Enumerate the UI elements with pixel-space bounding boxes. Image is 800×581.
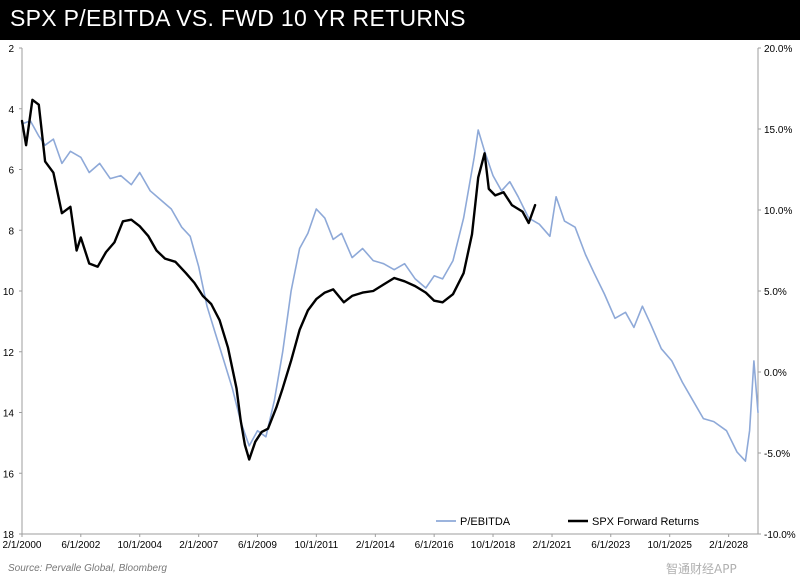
chart-title: SPX P/EBITDA VS. FWD 10 YR RETURNS <box>10 5 466 31</box>
spx-forward-returns-line <box>20 98 537 461</box>
x-axis-tick-label: 6/1/2009 <box>238 540 277 551</box>
left-axis-tick-label: 18 <box>3 530 15 541</box>
left-axis-tick-label: 16 <box>3 469 15 480</box>
legend: P/EBITDA SPX Forward Returns <box>436 516 699 528</box>
x-axis-tick-label: 6/1/2002 <box>61 540 100 551</box>
x-axis-tick-label: 10/1/2018 <box>471 540 516 551</box>
left-axis-tick-label: 14 <box>3 409 15 420</box>
right-axis-tick-label: -5.0% <box>764 449 790 460</box>
left-axis-tick-label: 2 <box>8 44 14 55</box>
source-note: Source: Pervalle Global, Bloomberg <box>8 563 167 574</box>
x-axis-tick-label: 6/1/2016 <box>415 540 454 551</box>
left-axis-tick-label: 10 <box>3 287 15 298</box>
legend-label-pebitda: P/EBITDA <box>460 516 511 528</box>
x-axis-tick-label: 2/1/2000 <box>3 540 42 551</box>
x-axis-tick-label: 2/1/2014 <box>356 540 395 551</box>
title-bar: SPX P/EBITDA VS. FWD 10 YR RETURNS <box>0 0 800 40</box>
x-axis-tick-label: 6/1/2023 <box>591 540 630 551</box>
x-axis-tick-label: 10/1/2025 <box>647 540 692 551</box>
left-axis-tick-label: 8 <box>8 226 14 237</box>
watermark: 智通财经APP <box>666 562 737 576</box>
left-axis-tick-label: 4 <box>8 105 14 116</box>
right-axis-tick-label: -10.0% <box>764 530 796 541</box>
x-axis-tick-label: 2/1/2007 <box>179 540 218 551</box>
pebitda-line <box>21 120 759 462</box>
right-axis-tick-label: 5.0% <box>764 287 787 298</box>
left-axis-tick-label: 6 <box>8 166 14 177</box>
left-axis-tick-label: 12 <box>3 348 15 359</box>
right-axis-tick-label: 0.0% <box>764 368 787 379</box>
series-layer <box>20 98 759 462</box>
right-axis-tick-label: 20.0% <box>764 44 792 55</box>
x-axis-tick-label: 2/1/2021 <box>533 540 572 551</box>
right-axis-tick-label: 15.0% <box>764 125 792 136</box>
right-axis-tick-label: 10.0% <box>764 206 792 217</box>
x-axis-tick-label: 2/1/2028 <box>709 540 748 551</box>
x-axis-tick-label: 10/1/2011 <box>294 540 338 551</box>
x-axis-tick-label: 10/1/2004 <box>117 540 162 551</box>
legend-label-spx-forward-returns: SPX Forward Returns <box>592 516 699 528</box>
axes: 2 4 6 8 10 12 14 16 18 -10.0% -5.0% 0.0% 5.0% 10.0% 15… <box>3 44 796 551</box>
